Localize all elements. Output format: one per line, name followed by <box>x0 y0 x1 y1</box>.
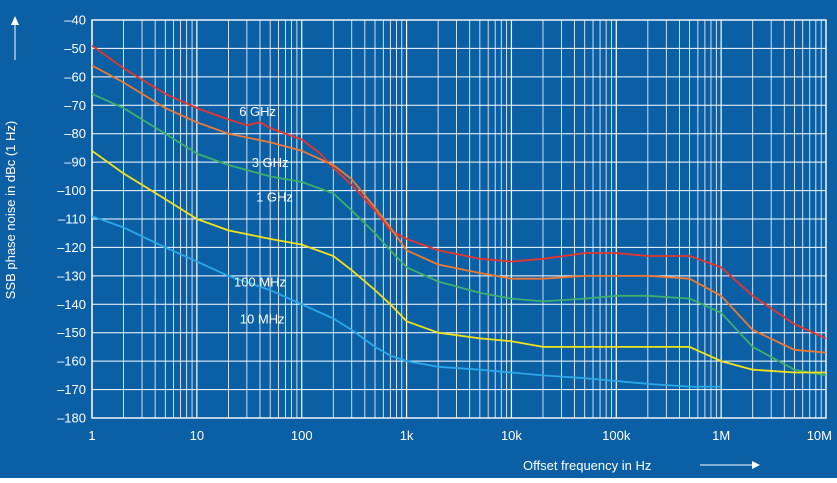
x-tick-label: 10k <box>501 428 522 443</box>
series-line-10-mhz <box>91 215 722 388</box>
series-layer <box>91 44 827 388</box>
x-tick-label: 1M <box>712 428 730 443</box>
x-axis-title: Offset frequency in Hz <box>523 458 651 473</box>
y-tick-label: –60 <box>64 69 86 84</box>
y-axis-title: SSB phase noise in dBc (1 Hz) <box>3 121 18 299</box>
y-axis-arrow-head <box>11 16 19 25</box>
y-tick-label: –40 <box>64 13 86 28</box>
x-tick-label: 100 <box>291 428 313 443</box>
series-line-3-ghz <box>91 64 827 354</box>
series-label-10-mhz: 10 MHz <box>240 312 285 327</box>
series-label-100-mhz: 100 MHz <box>234 275 286 290</box>
x-tick-label: 10 <box>190 428 204 443</box>
x-axis-arrow-head <box>752 461 760 469</box>
series-label-6-ghz: 6 GHz <box>239 104 276 119</box>
x-tick-label: 1k <box>400 428 414 443</box>
y-tick-label: –150 <box>57 325 86 340</box>
x-tick-label: 100k <box>602 428 631 443</box>
y-tick-label: –170 <box>57 382 86 397</box>
y-tick-label: –50 <box>64 41 86 56</box>
series-label-1-ghz: 1 GHz <box>256 189 293 204</box>
axis-layer: SSB phase noise in dBc (1 Hz) Offset fre… <box>3 16 760 473</box>
y-tick-label: –110 <box>58 212 86 227</box>
tick-label-layer: –40 –50 –60 –70 –80 –90 –100 –110 –120 –130 –140 –1… <box>57 13 832 444</box>
y-tick-label: –70 <box>64 98 86 113</box>
series-line-6-ghz <box>91 44 827 340</box>
x-tick-label: 10M <box>807 428 832 443</box>
y-tick-label: –140 <box>57 297 86 312</box>
series-label-layer: 6 GHz 3 GHz 1 GHz 100 MHz 10 MHz <box>234 104 293 327</box>
y-tick-label: –180 <box>57 411 86 426</box>
y-tick-label: –130 <box>57 268 86 283</box>
grid-layer <box>91 19 827 419</box>
series-label-3-ghz: 3 GHz <box>252 155 289 170</box>
y-tick-label: –120 <box>57 240 86 255</box>
y-tick-label: –90 <box>64 155 86 170</box>
y-tick-label: –160 <box>57 354 86 369</box>
y-tick-label: –100 <box>57 183 86 198</box>
series-line-1-ghz <box>91 93 827 377</box>
series-line-100-mhz <box>91 150 826 374</box>
x-tick-label: 1 <box>88 428 95 443</box>
y-tick-label: –80 <box>64 126 86 141</box>
